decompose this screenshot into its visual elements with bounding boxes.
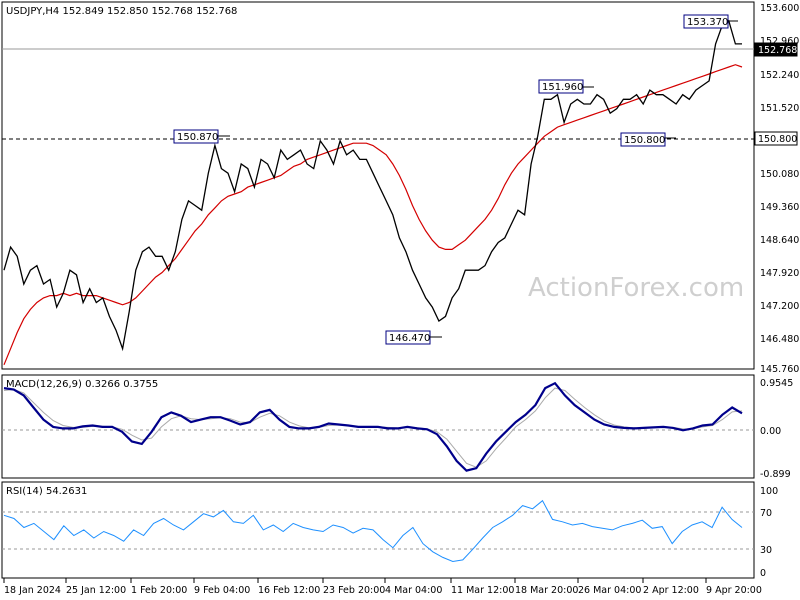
x-tick-label: 1 Feb 20:00	[131, 585, 187, 596]
svg-text:151.960: 151.960	[542, 82, 583, 93]
price-tick-label: 149.360	[760, 202, 799, 213]
annotation-151960: 151.960	[538, 79, 594, 94]
rsi-tick-label: 0	[760, 568, 766, 579]
moving-average-line	[3, 64, 743, 366]
x-tick-label: 26 Mar 04:00	[578, 585, 641, 596]
rsi-tick-label: 70	[760, 508, 772, 519]
price-tick-label: 146.480	[760, 334, 799, 345]
last-price-tag-text: 152.768	[758, 45, 797, 56]
macd-line	[3, 381, 743, 472]
macd-label: MACD(12,26,9) 0.3266 0.3755	[6, 379, 158, 390]
price-tick-label: 152.240	[760, 70, 799, 81]
macd-tick-label: -0.899	[760, 469, 791, 480]
rsi-panel-frame	[1, 481, 755, 579]
price-tick-label: 152.960	[760, 36, 799, 47]
rsi-label: RSI(14) 54.2631	[6, 486, 87, 497]
svg-text:146.470: 146.470	[389, 333, 430, 344]
x-tick-label: 18 Jan 2024	[4, 585, 61, 596]
symbol-header: USDJPY,H4 152.849 152.850 152.768 152.76…	[6, 6, 237, 17]
x-tick-label: 18 Mar 20:00	[515, 585, 578, 596]
price-tick-label: 150.080	[760, 169, 799, 180]
annotation-153370: 153.370	[683, 14, 738, 29]
x-tick-label: 16 Feb 12:00	[258, 585, 320, 596]
macd-tick-label: 0.9545	[760, 378, 793, 389]
price-tick-label: 145.760	[760, 364, 799, 375]
macd-tick-label: 0.00	[760, 426, 781, 437]
last-price-tag	[754, 42, 798, 57]
x-tick-label: 9 Apr 20:00	[706, 585, 762, 596]
rsi-line	[3, 499, 743, 563]
annotation-150800: 150.800	[620, 132, 676, 147]
price-panel-frame	[1, 1, 755, 370]
x-tick-label: 2 Apr 12:00	[643, 585, 699, 596]
price-tick-label: 150.800	[758, 134, 797, 145]
reference-price-tag	[754, 131, 798, 146]
price-tick-label: 148.640	[760, 235, 799, 246]
x-tick-label: 9 Feb 04:00	[194, 585, 250, 596]
x-tick-label: 11 Mar 12:00	[451, 585, 514, 596]
svg-text:150.800: 150.800	[624, 135, 665, 146]
price-tick-label: 153.600	[760, 3, 799, 14]
price-tick-label: 147.920	[760, 268, 799, 279]
x-tick-label: 4 Mar 04:00	[385, 585, 442, 596]
rsi-tick-label: 100	[760, 486, 778, 497]
price-tick-label: 147.200	[760, 301, 799, 312]
x-tick-label: 23 Feb 20:00	[323, 585, 385, 596]
svg-text:153.370: 153.370	[687, 17, 728, 28]
price-tick-label: 151.520	[760, 103, 799, 114]
watermark: ActionForex.com	[528, 273, 744, 303]
macd-panel-frame	[1, 374, 755, 479]
annotation-150870: 150.870	[173, 129, 230, 144]
annotation-146470: 146.470	[385, 330, 442, 345]
x-axis	[3, 578, 707, 583]
x-tick-label: 25 Jan 12:00	[66, 585, 126, 596]
svg-text:150.870: 150.870	[177, 132, 218, 143]
rsi-tick-label: 30	[760, 545, 772, 556]
price-line	[3, 19, 742, 352]
